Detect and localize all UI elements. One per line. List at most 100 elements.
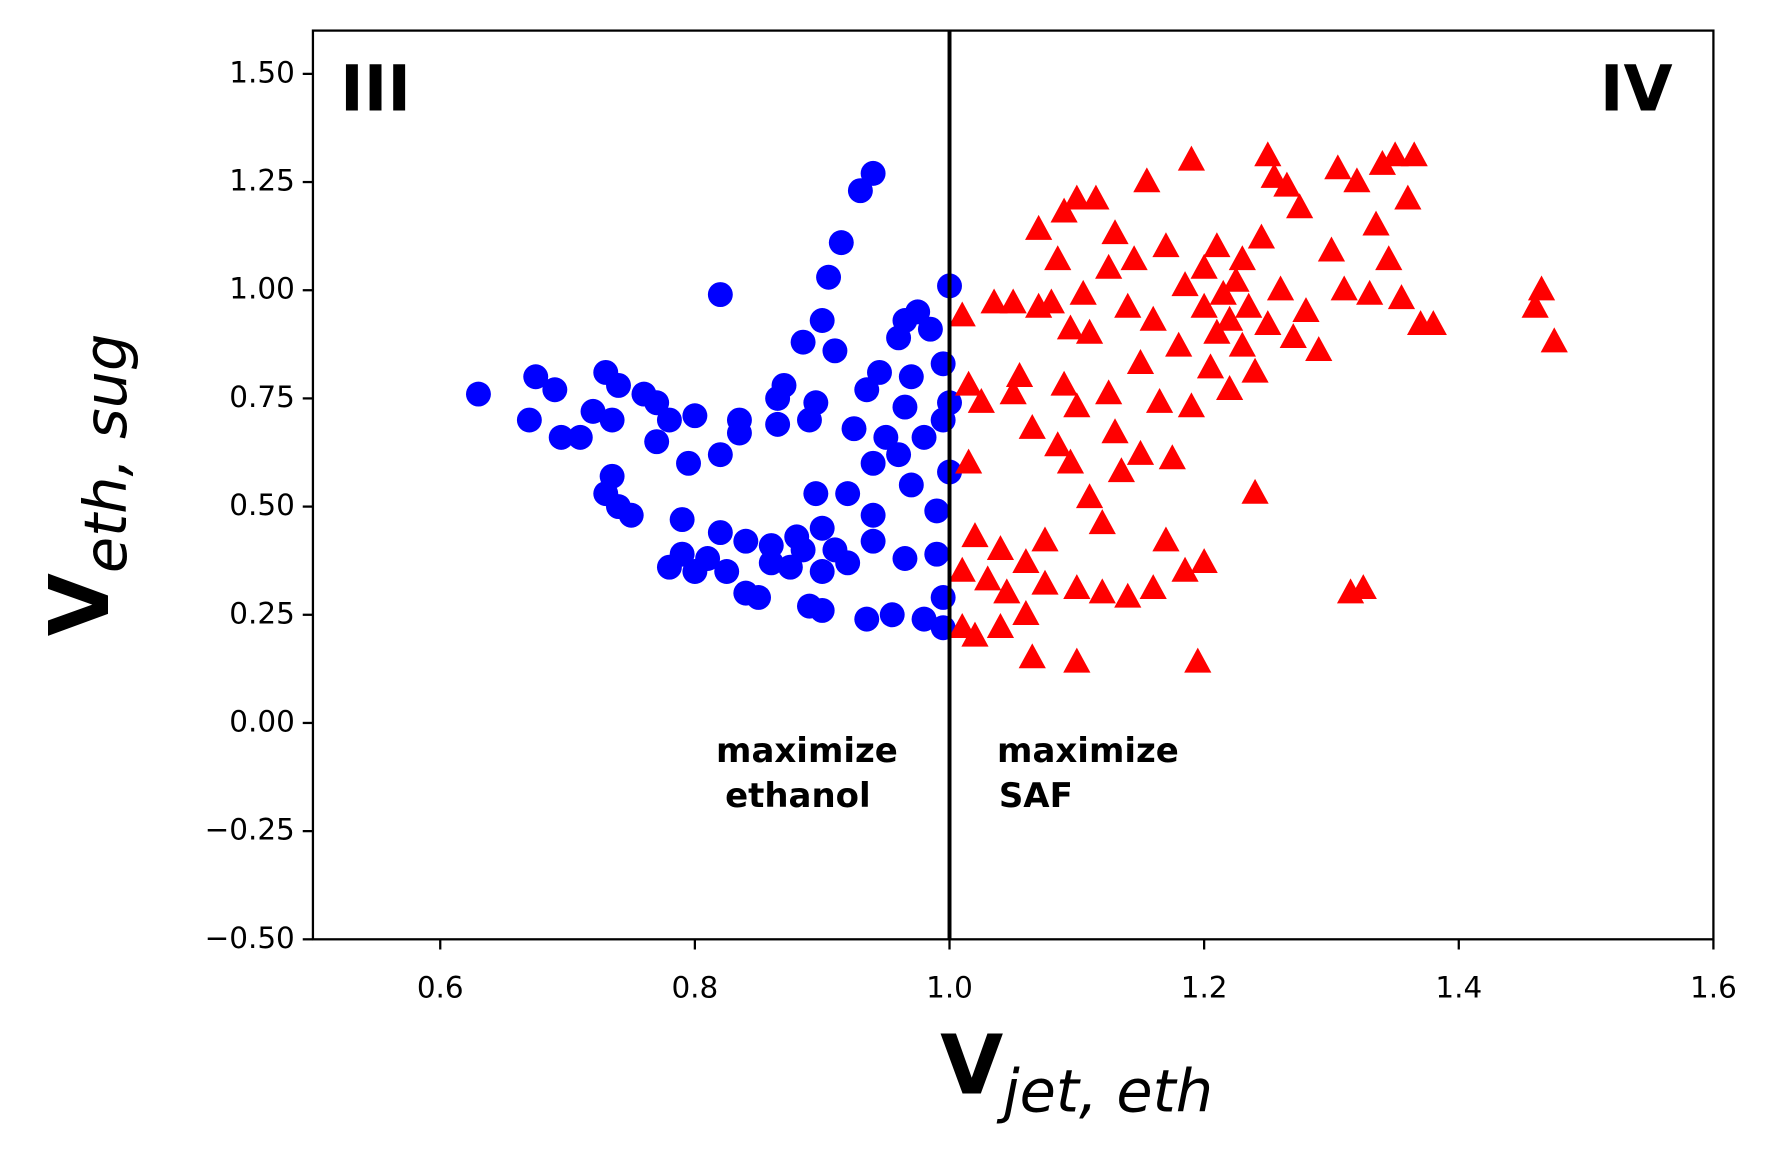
point	[1044, 431, 1072, 457]
point	[809, 559, 835, 584]
point	[548, 424, 574, 450]
point	[1095, 379, 1123, 405]
point	[999, 288, 1027, 314]
point	[1114, 292, 1142, 318]
point	[1324, 154, 1352, 180]
point	[758, 533, 784, 559]
point	[707, 520, 733, 546]
point	[695, 546, 721, 571]
y-tick-label: 0.50	[229, 488, 295, 522]
annotation: ethanol	[725, 776, 871, 816]
point	[1050, 370, 1078, 396]
point	[1241, 478, 1269, 504]
point	[599, 407, 625, 433]
x-axis-label-sub: jet, eth	[996, 1057, 1213, 1126]
point	[980, 288, 1008, 314]
point	[1343, 167, 1371, 193]
point	[618, 502, 644, 528]
point	[1145, 388, 1174, 413]
point	[707, 442, 733, 468]
point	[1031, 569, 1059, 595]
point	[1521, 292, 1549, 318]
point	[835, 481, 861, 507]
point	[1063, 574, 1091, 600]
point	[841, 416, 867, 442]
point	[898, 472, 924, 498]
point	[1273, 171, 1301, 197]
point	[860, 528, 886, 554]
point	[1177, 392, 1206, 418]
point	[1247, 223, 1276, 249]
point	[1349, 574, 1377, 600]
point	[707, 282, 733, 308]
y-axis-label: Veth, sug	[33, 334, 140, 637]
point	[1235, 292, 1263, 318]
point	[1190, 548, 1218, 574]
point	[955, 448, 983, 474]
x-tick-label: 0.8	[671, 971, 718, 1005]
point	[835, 550, 861, 576]
point	[999, 379, 1027, 405]
point	[1152, 526, 1180, 552]
point	[1254, 141, 1282, 167]
point	[1400, 141, 1428, 167]
point	[790, 329, 816, 355]
point	[948, 556, 976, 582]
point	[1069, 279, 1097, 305]
y-tick-label: −0.50	[205, 921, 295, 955]
point	[892, 546, 918, 571]
point	[1063, 647, 1091, 673]
point	[465, 381, 491, 407]
point	[676, 450, 701, 476]
point	[860, 502, 886, 528]
point	[1292, 297, 1320, 323]
point	[1031, 526, 1059, 552]
annotation: SAF	[999, 776, 1073, 816]
x-axis-label-main: V	[940, 1018, 1003, 1113]
point	[1133, 167, 1161, 193]
point	[1381, 141, 1409, 167]
point	[790, 537, 816, 563]
point	[1419, 310, 1447, 336]
point	[1241, 357, 1269, 383]
point	[1190, 292, 1218, 318]
point	[1203, 232, 1231, 258]
point	[892, 394, 918, 420]
y-axis-label-main: V	[33, 573, 128, 636]
x-axis-label: Vjet, eth	[940, 1018, 1213, 1125]
point	[1540, 327, 1568, 353]
point	[1228, 245, 1256, 271]
point	[809, 515, 835, 541]
point	[1286, 193, 1314, 219]
point	[1114, 582, 1142, 608]
point	[948, 301, 976, 327]
point	[993, 578, 1021, 604]
point	[986, 535, 1015, 561]
point	[1171, 556, 1199, 582]
point	[656, 407, 682, 433]
point	[1101, 219, 1129, 245]
point	[1266, 275, 1295, 301]
y-tick-label: 1.50	[229, 55, 295, 89]
point	[930, 407, 956, 433]
point	[924, 541, 950, 567]
point	[1012, 600, 1040, 625]
point	[974, 565, 1002, 591]
point	[1171, 271, 1199, 297]
point	[1279, 323, 1307, 349]
point	[803, 481, 829, 507]
point	[669, 541, 695, 567]
point	[1139, 305, 1167, 331]
point	[930, 584, 956, 610]
plot-frame	[311, 29, 1715, 941]
y-tick-label: 0.25	[229, 596, 295, 630]
point	[1330, 275, 1358, 301]
point	[1037, 288, 1065, 314]
quadrant-label: III	[340, 51, 411, 125]
point	[1018, 643, 1046, 669]
point	[854, 377, 880, 403]
point	[1018, 413, 1046, 439]
point	[726, 407, 752, 433]
point	[1005, 362, 1034, 387]
point	[1177, 145, 1206, 171]
